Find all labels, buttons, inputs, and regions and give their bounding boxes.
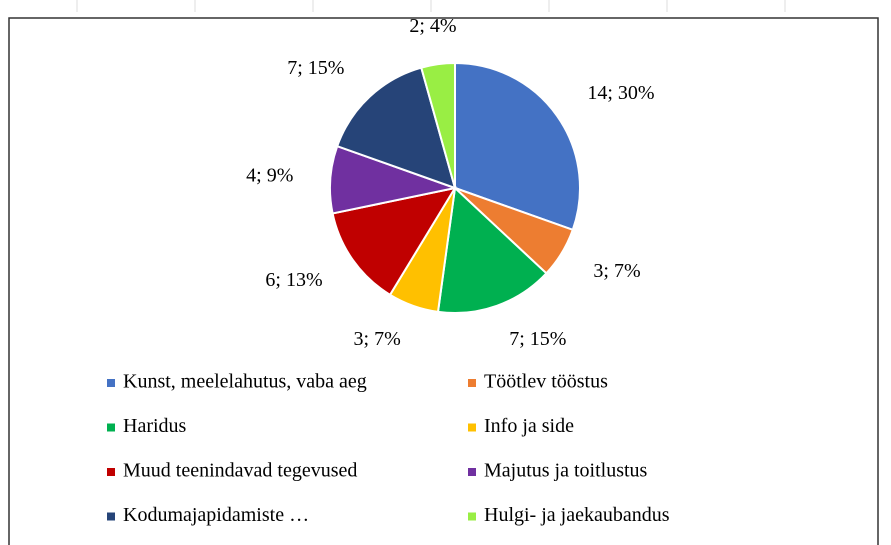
data-label: 14; 30% [587,82,654,104]
legend-label: Haridus [123,415,187,437]
data-label: 4; 9% [246,165,293,187]
legend-label: Info ja side [484,415,574,437]
data-label: 6; 13% [265,269,322,291]
data-label: 3; 7% [593,260,640,282]
legend-label: Kunst, meelelahutus, vaba aeg [123,371,367,393]
legend-label: Kodumajapidamiste … [123,504,309,526]
legend-swatch [107,423,115,432]
legend-swatch [107,512,115,521]
chart-frame [8,17,879,545]
pie-slice [436,185,548,314]
data-label: 3; 7% [354,328,401,350]
legend-label: Majutus ja toitlustus [484,460,648,482]
pie-slice [420,61,456,189]
legend-label: Hulgi- ja jaekaubandus [484,504,670,526]
legend-swatch [468,379,476,387]
legend-label: Muud teenindavad tegevused [123,460,357,482]
legend-swatch [468,423,476,432]
pie-slice [335,66,457,190]
pie-slice [331,186,458,297]
legend-label: Töötlev tööstus [484,371,608,393]
legend-swatch [107,468,115,476]
legend-swatch [468,468,476,476]
data-label: 7; 15% [287,57,344,79]
pie-slice [454,61,581,232]
legend-swatch [468,512,476,521]
legend-swatch [107,379,115,387]
data-label: 7; 15% [509,328,566,350]
data-label: 2; 4% [409,15,456,37]
